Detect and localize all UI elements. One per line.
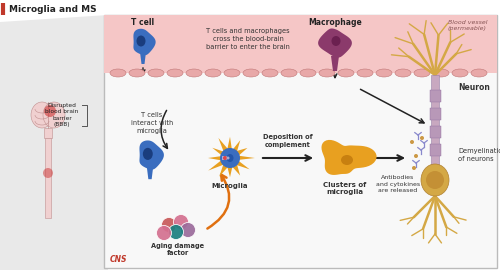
Ellipse shape (471, 69, 487, 77)
Circle shape (162, 218, 176, 232)
Bar (45, 138, 51, 218)
Circle shape (426, 171, 444, 189)
Bar (430, 126, 440, 138)
Text: Macrophage: Macrophage (308, 18, 362, 27)
Circle shape (174, 214, 188, 230)
Text: Neuron: Neuron (458, 83, 490, 93)
Text: Demyelination
of neurons: Demyelination of neurons (458, 148, 500, 162)
Ellipse shape (357, 69, 373, 77)
Ellipse shape (136, 35, 145, 46)
Ellipse shape (129, 69, 145, 77)
Bar (430, 144, 440, 156)
Ellipse shape (262, 69, 278, 77)
Text: Disrupted
blood brain
barrier
(BBB): Disrupted blood brain barrier (BBB) (46, 103, 78, 127)
Circle shape (420, 136, 424, 140)
Bar (44, 128, 52, 138)
Circle shape (414, 154, 418, 158)
Polygon shape (134, 29, 156, 55)
Text: Clusters of
microglia: Clusters of microglia (324, 182, 366, 195)
Ellipse shape (414, 69, 430, 77)
Polygon shape (322, 140, 376, 175)
Circle shape (220, 148, 240, 168)
Circle shape (43, 168, 53, 178)
Circle shape (223, 156, 227, 160)
Ellipse shape (376, 69, 392, 77)
Polygon shape (318, 28, 352, 58)
Ellipse shape (148, 69, 164, 77)
Text: Microglia: Microglia (212, 183, 248, 189)
Ellipse shape (395, 69, 411, 77)
Ellipse shape (319, 69, 335, 77)
Text: Blood vessel
(permeable): Blood vessel (permeable) (448, 20, 487, 31)
Ellipse shape (167, 69, 183, 77)
Text: Microglia and MS: Microglia and MS (9, 5, 97, 14)
Text: Aging damage
factor: Aging damage factor (152, 243, 204, 256)
Bar (430, 90, 440, 102)
Bar (104, 15, 497, 73)
Bar (431, 75, 439, 175)
Text: Antibodies
and cytokines
are released: Antibodies and cytokines are released (376, 175, 420, 193)
Text: CNS: CNS (110, 255, 128, 264)
Circle shape (156, 225, 172, 241)
Bar (222, 156, 230, 160)
Ellipse shape (433, 69, 449, 77)
Ellipse shape (243, 69, 259, 77)
Polygon shape (208, 137, 255, 177)
Text: T cells
interact with
microglia: T cells interact with microglia (131, 112, 173, 134)
Ellipse shape (421, 164, 449, 196)
Ellipse shape (224, 69, 240, 77)
Polygon shape (0, 15, 108, 270)
Circle shape (180, 222, 196, 238)
Polygon shape (140, 52, 146, 64)
Circle shape (44, 105, 56, 117)
Text: T cell: T cell (132, 18, 154, 27)
Text: Deposition of
complement: Deposition of complement (263, 134, 313, 148)
Circle shape (168, 224, 184, 239)
Bar (104, 15, 497, 268)
Ellipse shape (205, 69, 221, 77)
Ellipse shape (338, 69, 354, 77)
Circle shape (412, 166, 416, 170)
Ellipse shape (332, 36, 340, 46)
Circle shape (226, 157, 230, 160)
Text: T cells and macrophages
cross the blood-brain
barrier to enter the brain: T cells and macrophages cross the blood-… (206, 28, 290, 50)
Ellipse shape (226, 154, 234, 162)
Ellipse shape (110, 69, 126, 77)
Polygon shape (140, 140, 164, 170)
Polygon shape (331, 56, 339, 71)
Polygon shape (146, 166, 154, 179)
Ellipse shape (43, 102, 65, 128)
Ellipse shape (143, 148, 153, 160)
Ellipse shape (281, 69, 297, 77)
Circle shape (410, 140, 414, 144)
Bar (430, 108, 440, 120)
Ellipse shape (341, 155, 353, 165)
Ellipse shape (31, 102, 53, 128)
Ellipse shape (452, 69, 468, 77)
Ellipse shape (186, 69, 202, 77)
Ellipse shape (300, 69, 316, 77)
